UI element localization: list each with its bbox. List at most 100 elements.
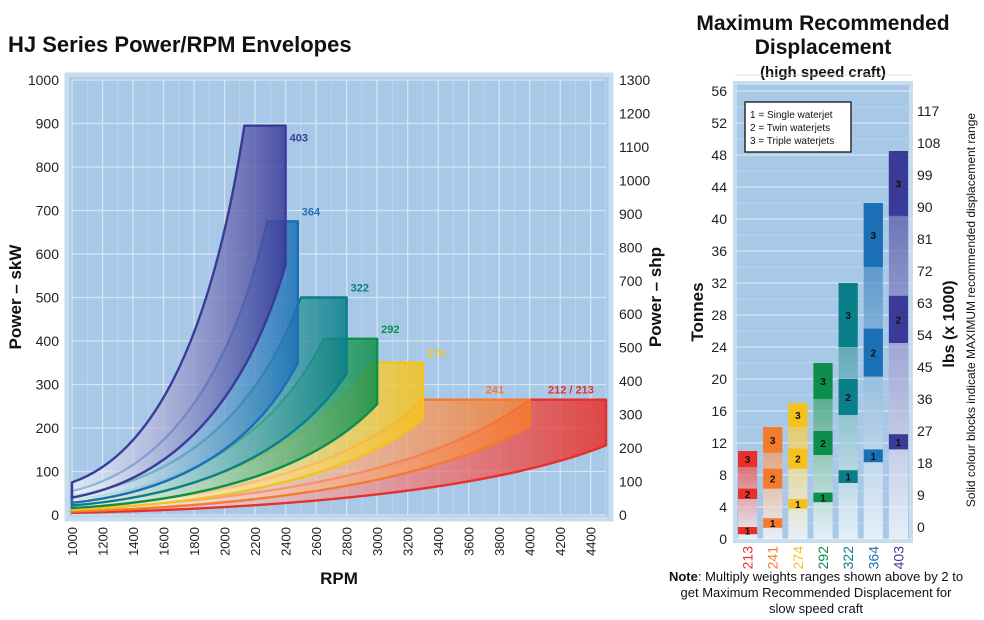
block-label: 3 [795,411,801,422]
solid-block [888,295,908,343]
x-tick-label: 1600 [157,527,172,556]
footnote-text: : Multiply weights ranges shown above by… [680,569,964,616]
y-tick-label: 52 [711,115,727,131]
y2-tick-label: 45 [917,359,933,375]
category-label: 213 [740,546,756,570]
solid-block [838,470,858,483]
y-axis-label: Tonnes [688,282,707,341]
x-tick-label: 1800 [187,527,202,556]
x-tick-label: 2400 [279,527,294,556]
block-label: 2 [845,393,851,404]
y-tick-label: 0 [51,507,59,523]
x-axis-label: RPM [320,569,358,588]
block-label: 3 [745,455,751,466]
legend-entry: 2 = Twin waterjets [750,123,830,134]
series-label: 274 [427,348,446,360]
series-label: 364 [302,206,321,218]
y-tick-label: 0 [719,531,727,547]
y2-tick-label: 81 [917,231,933,247]
solid-block [863,449,883,463]
x-tick-label: 4400 [584,527,599,556]
block-label: 1 [745,527,751,538]
footnote: Note: Multiply weights ranges shown abov… [666,569,966,617]
x-tick-label: 2800 [340,527,355,556]
block-label: 2 [770,475,776,486]
series-label: 322 [351,283,369,295]
y2-tick-label: 900 [619,206,643,222]
category-label: 292 [815,546,831,570]
y-tick-label: 900 [36,116,60,132]
x-tick-label: 3000 [370,527,385,556]
x-tick-label: 3400 [431,527,446,556]
y2-tick-label: 1300 [619,72,650,88]
y-axis-label: Power – skW [6,244,25,350]
y-tick-label: 36 [711,243,727,259]
y2-tick-label: 200 [619,440,643,456]
solid-block [763,468,783,489]
x-tick-label: 3200 [401,527,416,556]
y2-tick-label: 1200 [619,105,650,121]
y2-tick-label: 1000 [619,172,650,188]
block-label: 1 [770,519,776,530]
y2-tick-label: 600 [619,306,643,322]
y2-tick-label: 108 [917,135,941,151]
y2-axis-label: Power – shp [646,247,665,347]
y2-tick-label: 300 [619,407,643,423]
y2-tick-label: 500 [619,340,643,356]
block-label: 1 [795,500,801,511]
y2-tick-label: 63 [917,295,933,311]
left-chart-title: HJ Series Power/RPM Envelopes [8,32,352,57]
solid-block [788,499,808,509]
block-label: 2 [896,315,902,326]
y2-tick-label: 1100 [619,139,649,155]
y2-tick-label: 100 [619,474,643,490]
y-tick-label: 300 [36,377,60,393]
legend-entry: 3 = Triple waterjets [750,136,834,147]
series-label: 212 / 213 [548,385,594,397]
y2-tick-label: 0 [619,507,627,523]
y-tick-label: 16 [711,403,727,419]
y-tick-label: 12 [711,435,727,451]
y-tick-label: 24 [711,339,727,355]
y-tick-label: 500 [36,290,60,306]
block-label: 2 [745,490,751,501]
y2-tick-label: 99 [917,167,933,183]
side-note: Solid colour blocks indicate MAXIMUM rec… [964,113,978,508]
y2-tick-label: 0 [917,519,925,535]
y-tick-label: 32 [711,275,727,291]
x-tick-label: 2600 [309,527,324,556]
x-tick-label: 2200 [248,527,263,556]
x-tick-label: 1400 [126,527,141,556]
x-tick-label: 4000 [523,527,538,556]
x-tick-label: 2000 [218,527,233,556]
y2-tick-label: 54 [917,327,933,343]
x-tick-label: 1000 [65,527,80,556]
block-label: 2 [795,455,801,466]
block-label: 3 [770,436,776,447]
solid-block [763,518,783,528]
block-label: 1 [871,452,877,463]
y2-tick-label: 400 [619,373,643,389]
block-label: 1 [896,438,902,449]
y2-tick-label: 90 [917,199,933,215]
series-label: 241 [486,385,504,397]
y-tick-label: 800 [36,159,60,175]
x-tick-label: 3600 [462,527,477,556]
series-label: 403 [290,133,308,145]
y2-tick-label: 18 [917,455,933,471]
y2-tick-label: 800 [619,239,643,255]
y2-tick-label: 117 [917,103,940,119]
category-label: 241 [765,546,781,570]
legend-box [744,101,852,153]
block-label: 3 [845,311,851,322]
y-tick-label: 200 [36,420,60,436]
y2-tick-label: 9 [917,487,925,503]
y2-tick-label: 27 [917,423,933,439]
solid-block [863,203,883,267]
y-tick-label: 100 [36,464,60,480]
y-tick-label: 28 [711,307,727,323]
block-label: 2 [871,349,877,360]
solid-block [838,283,858,347]
solid-block [763,427,783,453]
